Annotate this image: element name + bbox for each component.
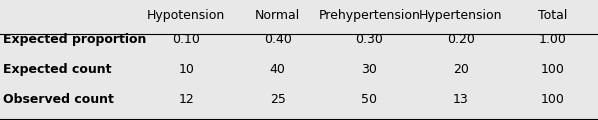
Text: 0.30: 0.30	[355, 33, 383, 46]
Text: Prehypertension: Prehypertension	[318, 9, 420, 22]
Text: 0.20: 0.20	[447, 33, 475, 46]
Text: 20: 20	[453, 63, 469, 76]
Text: 10: 10	[178, 63, 194, 76]
Text: Expected count: Expected count	[3, 63, 111, 76]
Text: Hypotension: Hypotension	[147, 9, 225, 22]
Text: 0.10: 0.10	[172, 33, 200, 46]
Text: 25: 25	[270, 93, 286, 106]
Text: 40: 40	[270, 63, 286, 76]
Text: Total: Total	[538, 9, 567, 22]
Text: 1.00: 1.00	[538, 33, 566, 46]
Text: 12: 12	[178, 93, 194, 106]
Text: Hypertension: Hypertension	[419, 9, 502, 22]
Text: 100: 100	[541, 93, 564, 106]
Text: 50: 50	[361, 93, 377, 106]
Text: 0.40: 0.40	[264, 33, 292, 46]
Text: Normal: Normal	[255, 9, 300, 22]
Text: 30: 30	[361, 63, 377, 76]
Text: Expected proportion: Expected proportion	[3, 33, 147, 46]
Text: Observed count: Observed count	[3, 93, 114, 106]
Text: 13: 13	[453, 93, 469, 106]
Text: 100: 100	[541, 63, 564, 76]
